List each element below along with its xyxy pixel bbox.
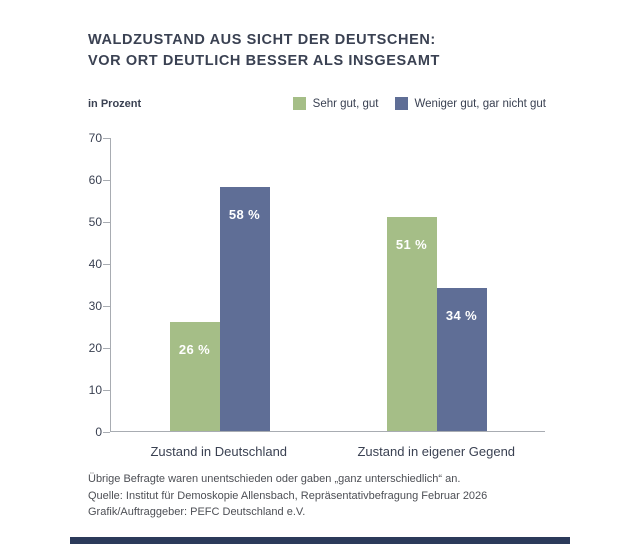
y-tick-mark <box>103 137 110 139</box>
bar-group: 26 % 58 % <box>169 187 270 431</box>
footnote-line: Übrige Befragte waren unentschieden oder… <box>88 473 461 485</box>
y-tick-label: 50 <box>88 215 102 229</box>
bar-negative: 58 % <box>219 187 270 431</box>
category-label: Zustand in Deutschland <box>150 444 288 459</box>
legend-item: Weniger gut, gar nicht gut <box>394 97 546 110</box>
bar-positive: 26 % <box>169 321 220 431</box>
y-tick-label: 30 <box>88 299 102 313</box>
axis-unit-label: in Prozent <box>88 98 142 110</box>
bar-negative: 34 % <box>436 288 487 431</box>
y-tick-mark <box>103 221 110 223</box>
y-tick-label: 20 <box>88 341 102 355</box>
y-tick-label: 0 <box>95 425 102 439</box>
chart-title-line2: VOR ORT DEUTLICH BESSER ALS INSGESAMT <box>88 53 440 69</box>
chart-title: WALDZUSTAND AUS SICHT DER DEUTSCHEN: VOR… <box>88 30 440 72</box>
bar-value-label: 26 % <box>178 341 211 357</box>
y-tick-label: 40 <box>88 257 102 271</box>
footnote-line: Grafik/Auftraggeber: PEFC Deutschland e.… <box>88 506 306 518</box>
y-tick-mark <box>103 179 110 181</box>
y-tick-mark <box>103 389 110 391</box>
y-tick-label: 70 <box>88 131 102 145</box>
y-tick-mark <box>103 263 110 265</box>
legend-swatch-icon <box>394 97 408 110</box>
chart-title-line1: WALDZUSTAND AUS SICHT DER DEUTSCHEN: <box>88 32 436 48</box>
footnote-line: Quelle: Institut für Demoskopie Allensba… <box>88 489 488 502</box>
plot-area: 26 % 58 % 51 % 34 % <box>110 138 545 432</box>
footer-accent-bar <box>70 537 570 544</box>
bar-value-label: 34 % <box>445 308 478 324</box>
legend-label: Weniger gut, gar nicht gut <box>414 97 546 110</box>
y-tick-mark <box>103 305 110 307</box>
category-axis-labels: Zustand in Deutschland Zustand in eigener… <box>110 444 545 459</box>
legend-swatch-icon <box>292 97 306 110</box>
y-tick-label: 60 <box>88 173 102 187</box>
bar-value-label: 51 % <box>395 236 428 252</box>
y-tick-label: 10 <box>88 383 102 397</box>
category-label: Zustand in eigener Gegend <box>357 444 516 459</box>
bar-positive: 51 % <box>386 216 437 431</box>
legend-label: Sehr gut, gut <box>312 97 379 110</box>
legend: Sehr gut, gut Weniger gut, gar nicht gut <box>292 97 546 110</box>
bar-value-label: 58 % <box>228 207 261 223</box>
y-tick-mark <box>103 347 110 349</box>
y-tick-mark <box>103 431 110 433</box>
legend-item: Sehr gut, gut <box>292 97 379 110</box>
footnotes: Übrige Befragte waren unentschieden oder… <box>88 471 487 521</box>
bar-group: 51 % 34 % <box>386 216 487 431</box>
